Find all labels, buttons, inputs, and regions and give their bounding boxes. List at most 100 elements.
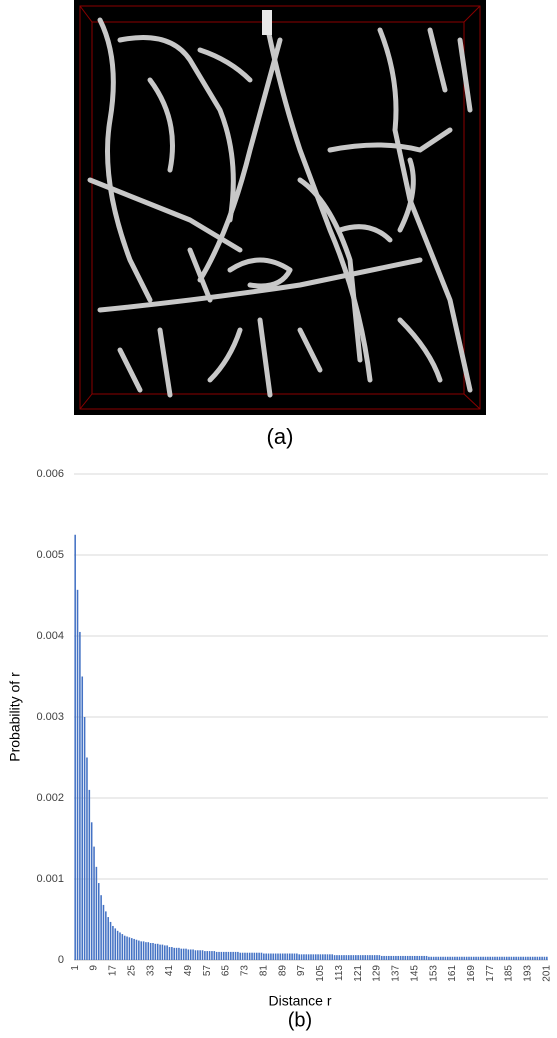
bar <box>133 938 135 960</box>
bar <box>369 955 371 960</box>
bar <box>128 937 131 960</box>
bar <box>246 952 249 960</box>
bar <box>248 952 251 960</box>
bar <box>121 934 124 960</box>
bar <box>140 941 142 960</box>
bar <box>505 956 508 960</box>
bar <box>503 956 506 960</box>
bar <box>371 955 374 960</box>
bar <box>135 939 138 960</box>
x-tick-label: 65 <box>221 965 232 977</box>
bar <box>81 676 84 960</box>
bar <box>501 956 503 960</box>
x-tick-label: 73 <box>240 965 251 977</box>
bar <box>437 956 440 960</box>
bar <box>105 911 107 960</box>
bar <box>446 956 449 960</box>
bar <box>336 955 338 960</box>
x-tick-label: 201 <box>541 965 552 982</box>
bar <box>156 943 159 960</box>
bar <box>395 955 397 960</box>
bar <box>343 955 345 960</box>
bar <box>444 956 447 960</box>
bar <box>279 953 282 960</box>
bar <box>220 951 223 960</box>
bar <box>480 956 482 960</box>
bar <box>142 941 145 960</box>
bar <box>527 956 529 960</box>
bar <box>182 948 185 960</box>
bar <box>529 956 532 960</box>
x-tick-label: 137 <box>391 965 402 982</box>
bar <box>74 534 76 960</box>
bar <box>326 954 329 960</box>
x-axis-label: Distance r <box>268 993 331 1009</box>
bar <box>241 952 244 960</box>
bar <box>472 956 475 960</box>
bar <box>465 956 468 960</box>
bar <box>373 955 376 960</box>
bar <box>515 956 517 960</box>
y-tick-label: 0.005 <box>36 549 64 561</box>
x-tick-label: 33 <box>145 965 156 977</box>
bar <box>232 951 234 960</box>
bar <box>425 955 428 960</box>
bar <box>194 950 197 960</box>
bar <box>312 954 315 960</box>
bar <box>475 956 477 960</box>
bar <box>255 952 258 960</box>
bar <box>199 950 201 960</box>
bar <box>491 956 494 960</box>
bar <box>173 947 176 960</box>
bar <box>102 904 105 960</box>
bar <box>244 952 246 960</box>
bar <box>237 951 239 960</box>
bar <box>439 956 442 960</box>
vessel-render <box>74 0 486 415</box>
bar <box>166 945 168 960</box>
bar <box>213 951 216 960</box>
x-tick-label: 57 <box>202 965 213 977</box>
bar <box>227 951 230 960</box>
bar <box>359 955 362 960</box>
bar <box>175 947 178 960</box>
bar <box>260 952 263 960</box>
bar <box>288 953 291 960</box>
bar <box>333 955 336 960</box>
bar <box>463 956 466 960</box>
bar <box>380 955 383 960</box>
x-tick-label: 185 <box>504 965 515 982</box>
bar <box>116 930 119 960</box>
bar <box>239 952 242 960</box>
bar <box>277 953 279 960</box>
bar <box>83 717 86 960</box>
bar <box>251 952 253 960</box>
bar <box>531 956 534 960</box>
bar <box>364 955 367 960</box>
x-tick-label: 9 <box>89 965 100 971</box>
x-tick-label: 161 <box>447 965 458 982</box>
bar <box>536 956 539 960</box>
bar <box>357 955 359 960</box>
bar <box>126 936 128 960</box>
bar <box>303 954 305 960</box>
bar <box>392 955 395 960</box>
bar <box>331 954 334 960</box>
bar <box>484 956 487 960</box>
bar <box>95 866 98 960</box>
x-tick-label: 145 <box>409 965 420 982</box>
bar <box>222 951 225 960</box>
y-axis-label: Probability of r <box>7 672 23 762</box>
bar <box>97 883 100 960</box>
bar <box>385 955 388 960</box>
bar <box>541 956 543 960</box>
bar <box>546 956 548 960</box>
y-tick-label: 0.004 <box>36 630 64 642</box>
bar <box>498 956 501 960</box>
bar <box>482 956 484 960</box>
bar <box>296 953 298 960</box>
x-tick-label: 89 <box>277 965 288 977</box>
bar <box>197 950 199 960</box>
bar <box>451 956 454 960</box>
